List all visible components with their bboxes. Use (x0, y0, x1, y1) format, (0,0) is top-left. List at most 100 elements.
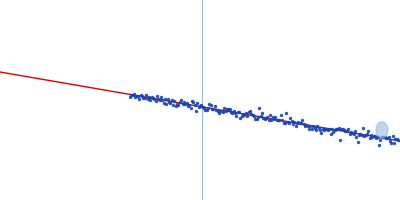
Point (299, 119, 306, 122)
Point (220, 111, 226, 114)
Point (128, 94, 134, 97)
Point (245, 111, 252, 114)
Point (201, 106, 207, 109)
Point (183, 102, 190, 105)
Point (321, 128, 327, 131)
Point (278, 113, 284, 116)
Point (224, 108, 230, 111)
Point (146, 95, 152, 98)
Point (144, 97, 151, 100)
Point (380, 136, 386, 139)
Point (298, 122, 304, 125)
Point (295, 121, 302, 124)
Point (280, 121, 287, 124)
Point (291, 120, 298, 123)
Point (226, 108, 233, 111)
Point (225, 107, 232, 111)
Point (384, 136, 390, 139)
Point (288, 119, 295, 123)
Point (238, 114, 245, 117)
Point (372, 135, 378, 138)
Point (178, 99, 184, 102)
Point (194, 102, 200, 105)
Point (243, 112, 249, 115)
Point (349, 132, 356, 135)
Point (310, 124, 316, 127)
Point (127, 95, 133, 98)
Point (258, 114, 264, 117)
Point (344, 130, 350, 133)
Point (259, 111, 265, 114)
Point (248, 113, 254, 116)
Point (332, 128, 338, 132)
Point (185, 104, 191, 107)
Point (198, 103, 204, 107)
Point (366, 136, 373, 139)
Point (143, 93, 149, 96)
Point (233, 114, 240, 117)
Ellipse shape (376, 122, 388, 138)
Point (313, 128, 319, 131)
Point (218, 109, 225, 112)
Point (213, 108, 219, 112)
Point (155, 97, 162, 101)
Point (387, 140, 393, 143)
Point (314, 125, 320, 128)
Point (330, 131, 336, 134)
Point (337, 138, 343, 142)
Point (217, 109, 224, 112)
Point (152, 100, 159, 103)
Point (341, 128, 347, 131)
Point (392, 138, 398, 141)
Point (147, 99, 154, 102)
Point (241, 114, 248, 117)
Point (260, 117, 266, 120)
Point (370, 134, 377, 137)
Point (171, 100, 178, 103)
Point (338, 128, 345, 131)
Point (168, 98, 175, 102)
Point (158, 95, 164, 98)
Point (364, 132, 370, 135)
Point (196, 105, 202, 108)
Point (212, 105, 218, 108)
Point (222, 110, 229, 113)
Point (249, 113, 256, 116)
Point (385, 136, 392, 139)
Point (131, 93, 137, 96)
Point (206, 103, 213, 106)
Point (162, 97, 168, 101)
Point (234, 110, 241, 114)
Point (304, 124, 311, 128)
Point (345, 127, 351, 131)
Point (209, 108, 215, 111)
Point (390, 135, 396, 138)
Point (189, 99, 195, 102)
Point (174, 102, 180, 105)
Point (340, 128, 346, 131)
Point (306, 127, 312, 131)
Point (271, 117, 277, 121)
Point (294, 122, 300, 125)
Point (333, 127, 339, 130)
Point (279, 118, 285, 121)
Point (377, 138, 384, 141)
Point (139, 94, 145, 98)
Point (300, 122, 307, 126)
Point (365, 130, 372, 133)
Point (303, 124, 310, 127)
Point (142, 97, 148, 100)
Point (229, 112, 236, 115)
Point (374, 135, 381, 139)
Point (284, 121, 291, 124)
Point (252, 117, 258, 121)
Point (376, 143, 382, 147)
Point (190, 100, 196, 103)
Point (388, 141, 394, 144)
Point (383, 137, 389, 140)
Point (286, 121, 292, 124)
Point (346, 132, 353, 136)
Point (326, 128, 332, 131)
Point (361, 135, 368, 138)
Point (336, 126, 342, 129)
